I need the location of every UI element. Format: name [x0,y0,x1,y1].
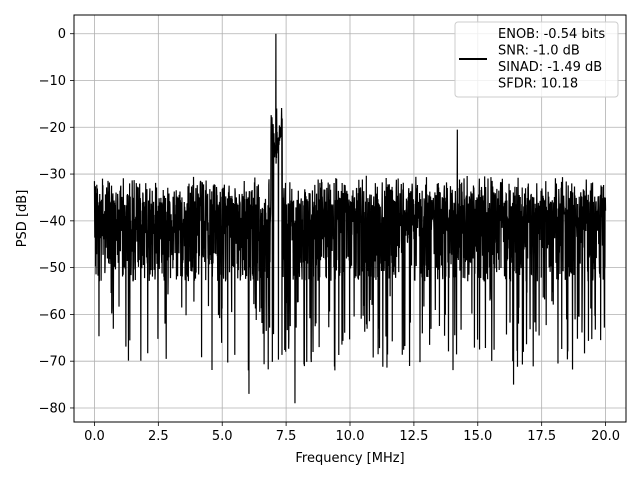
x-tick-label: 15.0 [463,429,492,444]
psd-series [93,33,607,404]
y-axis-label: PSD [dB] [15,190,30,248]
y-tick-label: −80 [39,401,66,416]
x-axis-label: Frequency [MHz] [295,451,404,466]
x-tick-label: 20.0 [591,429,620,444]
x-tick-label: 2.5 [148,429,169,444]
x-tick-label: 10.0 [336,429,365,444]
legend-box [454,21,619,98]
y-tick-label: −50 [39,261,66,276]
legend: ENOB: -0.54 bits SNR: -1.0 dB SINAD: -1.… [454,21,619,98]
y-tick-label: −10 [39,74,66,89]
x-tick-label: 0.0 [84,429,105,444]
x-axis: 0.0 2.5 5.0 7.5 10.0 12.5 15.0 17.5 20.0 [84,422,620,444]
legend-sfdr: SFDR: 10.18 [498,77,578,92]
y-tick-label: −70 [39,355,66,370]
x-tick-label: 12.5 [399,429,428,444]
legend-sinad: SINAD: -1.49 dB [498,60,602,75]
psd-line [93,33,607,404]
x-tick-label: 5.0 [212,429,233,444]
y-axis: 0 −10 −20 −30 −40 −50 −60 −70 −80 [39,27,74,416]
legend-snr: SNR: -1.0 dB [498,44,580,59]
y-tick-label: −60 [39,308,66,323]
y-tick-label: 0 [58,27,66,42]
y-tick-label: −30 [39,168,66,183]
x-tick-label: 7.5 [276,429,297,444]
y-tick-label: −20 [39,121,66,136]
legend-enob: ENOB: -0.54 bits [498,27,605,42]
x-tick-label: 17.5 [527,429,556,444]
y-tick-label: −40 [39,214,66,229]
